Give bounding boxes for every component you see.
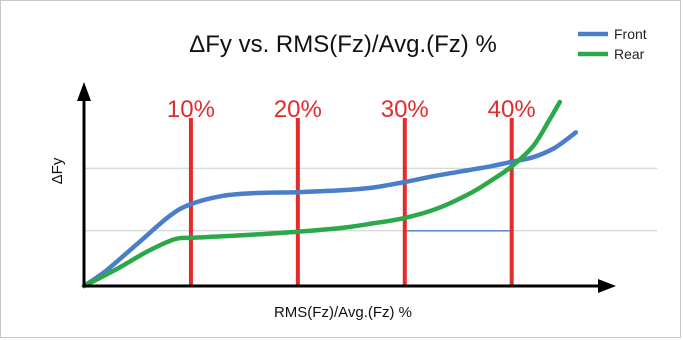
reference-label-4: 40%: [488, 96, 536, 123]
legend: Front Rear: [578, 26, 647, 62]
series-line-rear: [81, 99, 563, 289]
reference-label-3: 30%: [381, 96, 429, 123]
reference-lines: 10% 20% 30% 40%: [167, 96, 536, 286]
reference-label-1: 10%: [167, 96, 215, 123]
y-axis-arrow-icon: [77, 82, 91, 101]
x-axis-label: RMS(Fz)/Avg.(Fz) %: [274, 304, 412, 321]
reference-label-2: 20%: [274, 96, 322, 123]
series-group: [81, 99, 579, 289]
y-axis-label: ΔFy: [49, 157, 66, 184]
legend-label-rear: Rear: [614, 46, 645, 62]
horizontal-guides: [84, 167, 657, 232]
chart-title: ΔFy vs. RMS(Fz)/Avg.(Fz) %: [189, 31, 497, 58]
axes: [77, 82, 616, 293]
x-axis-arrow-icon: [598, 279, 616, 293]
series-line-front: [81, 130, 579, 289]
legend-label-front: Front: [614, 26, 647, 42]
